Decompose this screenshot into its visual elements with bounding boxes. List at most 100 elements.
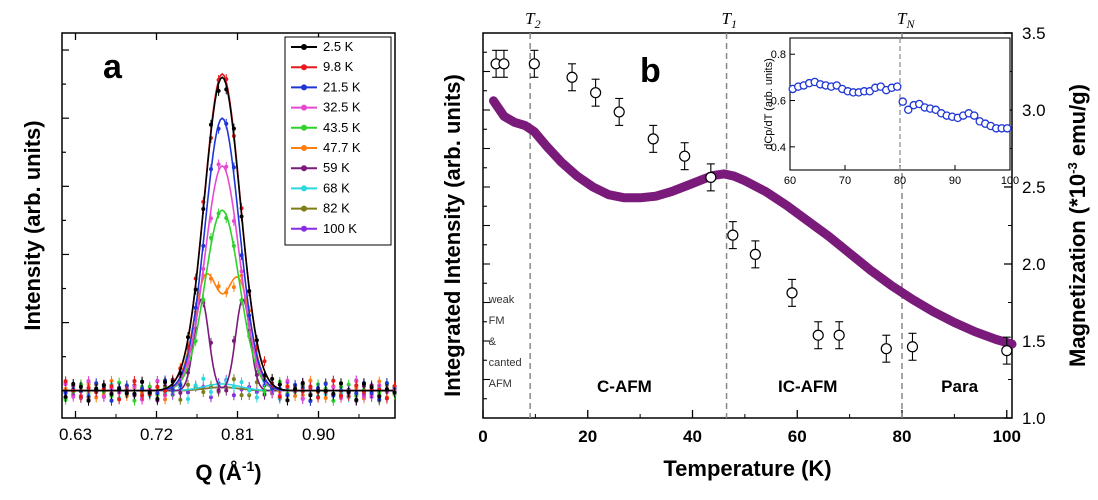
data-point-a [354, 391, 359, 396]
data-point-a [101, 383, 106, 388]
data-point-a [208, 235, 213, 240]
data-point-a [247, 289, 252, 294]
data-point-a [231, 126, 236, 131]
data-point-a [331, 391, 336, 396]
data-point-a [186, 396, 190, 401]
x-tick-label-b: 0 [478, 427, 487, 446]
legend-marker-a [301, 205, 307, 212]
data-point-a [201, 389, 206, 394]
data-point-a [308, 393, 313, 398]
data-point-a [262, 389, 267, 394]
inset-x-tick-label: 70 [839, 175, 851, 187]
data-point-a [86, 378, 91, 383]
x-tick-label-a: 0.81 [221, 425, 254, 444]
x-axis-label-a: Q (Å-1) [195, 458, 261, 485]
x-tick-label-b: 20 [578, 427, 597, 446]
legend-marker-a [301, 124, 307, 131]
panel-label-a: a [103, 48, 123, 86]
y2-tick-label-b: 3.5 [1022, 24, 1046, 43]
data-point-a [132, 384, 137, 389]
legend-label-a: 2.5 K [323, 39, 354, 54]
intensity-point [705, 171, 717, 183]
data-point-a [300, 381, 305, 386]
y2-axis-label-b: Magnetization (*10-3 emu/g) [1065, 84, 1090, 367]
intensity-point [727, 229, 739, 241]
data-point-a [109, 398, 114, 403]
data-point-a [117, 386, 122, 391]
data-point-a [109, 384, 114, 389]
data-point-a [216, 284, 221, 289]
x-tick-label-a: 0.72 [140, 425, 173, 444]
x-tick-label-b: 100 [993, 427, 1021, 446]
data-point-a [300, 396, 305, 401]
panel-a: 0.63 0.72 0.81 0.90 Q (Å-1) Intensity (arb. u… [20, 32, 397, 485]
data-point-a [216, 211, 221, 216]
inset-point [1003, 124, 1012, 133]
data-point-a [186, 390, 190, 395]
data-point-a [94, 381, 99, 386]
panel-label-b: b [640, 52, 661, 90]
intensity-point [679, 150, 691, 162]
data-point-a [339, 381, 343, 386]
inset-point [904, 105, 913, 115]
data-point-a [231, 393, 236, 398]
intensity-point [906, 341, 919, 353]
intensity-point [786, 287, 798, 299]
inset-y-axis-label: dCp/dT (arb. units) [763, 58, 775, 150]
y2-tick-label-b: 3.0 [1022, 101, 1046, 120]
legend-label-a: 100 K [323, 221, 357, 236]
data-point-a [178, 371, 183, 376]
data-point-a [155, 379, 160, 384]
legend-marker-a [301, 84, 307, 91]
data-point-a [124, 391, 129, 396]
data-point-a [285, 384, 290, 389]
data-point-a [147, 390, 152, 395]
x-tick-label-a: 0.90 [302, 425, 335, 444]
transition-label: TN [897, 9, 915, 31]
legend-marker-a [301, 145, 307, 151]
legend-marker-a [301, 44, 307, 50]
data-point-a [216, 162, 221, 167]
data-point-a [308, 378, 313, 383]
data-point-a [109, 392, 114, 397]
data-point-a [277, 394, 282, 399]
data-point-a [155, 390, 160, 395]
x-axis-label-b: Temperature (K) [663, 456, 831, 481]
data-point-a [124, 384, 129, 389]
data-point-a [132, 391, 137, 396]
data-point-a [224, 87, 229, 92]
intensity-point [749, 248, 761, 260]
data-point-a [193, 305, 198, 310]
data-point-a [354, 397, 359, 402]
data-point-a [247, 313, 252, 318]
data-point-a [316, 395, 321, 400]
data-point-a [277, 382, 282, 387]
data-point-a [346, 382, 351, 387]
data-point-a [117, 380, 122, 385]
inset-x-tick-label: 90 [949, 175, 961, 187]
data-point-a [316, 388, 321, 393]
data-point-a [178, 397, 183, 402]
data-point-a [285, 398, 290, 403]
legend-label-a: 21.5 K [323, 79, 361, 94]
inset-point [970, 111, 979, 120]
x-tick-label-b: 80 [893, 427, 912, 446]
data-point-a [224, 215, 229, 220]
data-point-a [331, 398, 336, 403]
legend-label-a: 32.5 K [323, 100, 361, 115]
intensity-point [880, 343, 892, 355]
legend-marker-a [301, 185, 307, 192]
region-label-line: canted [489, 357, 522, 369]
data-point-a [231, 377, 236, 382]
data-point-a [254, 390, 259, 395]
data-point-a [132, 398, 137, 403]
data-point-a [285, 378, 290, 383]
data-point-a [231, 285, 236, 290]
data-point-a [392, 390, 397, 395]
data-point-a [216, 388, 221, 393]
data-point-a [262, 373, 267, 378]
data-point-a [224, 164, 229, 169]
data-point-a [170, 387, 175, 392]
panel-b: 0 20 40 60 80 1001.01.52.02.53.03.5Temperatur… [440, 9, 1090, 481]
data-point-a [193, 338, 198, 343]
